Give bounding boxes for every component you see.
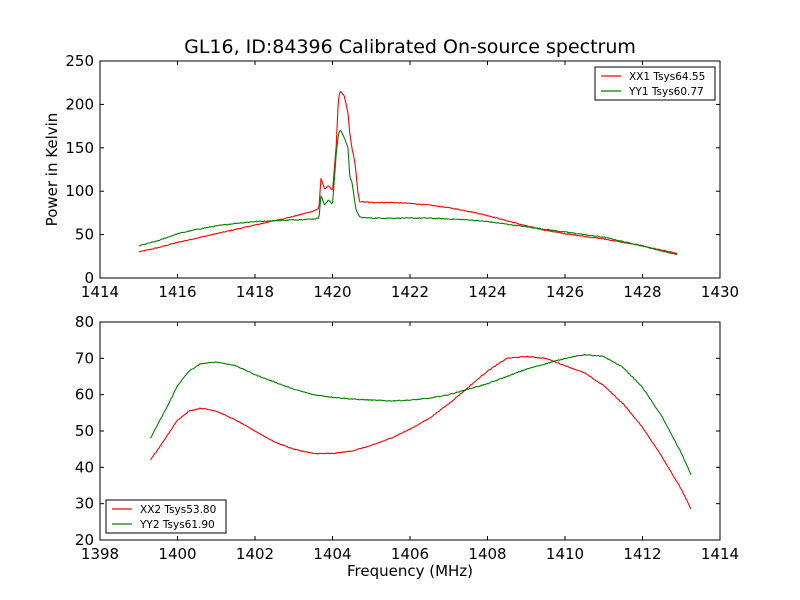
x-tick-label: 1410 [546,545,584,563]
y-tick-label: 50 [75,226,94,244]
x-tick-label: 1412 [623,545,661,563]
legend-entry: YY2 Tsys61.90 [139,519,215,531]
y-tick-label: 200 [65,95,94,113]
x-tick-label: 1422 [391,283,429,301]
legend-box [594,66,716,101]
x-tick-label: 1400 [158,545,196,563]
x-tick-label: 1416 [158,283,196,301]
legend-box [105,499,227,534]
y-tick-label: 100 [65,182,94,200]
chart-title: GL16, ID:84396 Calibrated On-source spec… [184,36,636,58]
top-panel: 1414 1416 1418 1420 1422 1424 1426 1428 1430 0 50 1… [43,52,739,301]
y-tick-label: 40 [75,458,94,476]
y-tick-label: 70 [75,349,94,367]
x-tick-label: 1418 [236,283,274,301]
x-tick-label: 1424 [468,283,506,301]
series-line-1 [138,90,678,254]
x-tick-label: 1420 [313,283,351,301]
y-tick-label: 0 [84,269,94,287]
x-tick-label: 1398 [81,545,119,563]
y-tick-label: 150 [65,139,94,157]
x-tick-label: 1414 [81,283,119,301]
y-tick-label: 60 [75,386,94,404]
x-tick-label: 1426 [546,283,584,301]
y-axis-label: Power in Kelvin [43,113,61,227]
y-tick-label: 250 [65,52,94,70]
y-tick-label: 20 [75,531,94,549]
y-tick-label: 30 [75,495,94,513]
legend-entry: YY1 Tsys60.77 [628,86,704,98]
series-line-2 [149,353,692,476]
x-tick-label: 1414 [701,545,739,563]
legend-entry: XX1 Tsys64.55 [629,71,705,83]
x-tick-label: 1428 [623,283,661,301]
x-tick-label: 1430 [701,283,739,301]
x-axis-label: Frequency (MHz) [347,562,473,580]
series-line-1 [150,355,692,510]
x-tick-label: 1402 [236,545,274,563]
series-line-2 [138,130,678,256]
y-tick-label: 50 [75,422,94,440]
x-tick-label: 1406 [391,545,429,563]
legend-entry: XX2 Tsys53.80 [140,504,216,516]
y-tick-label: 80 [75,313,94,331]
x-tick-label: 1408 [468,545,506,563]
x-tick-label: 1404 [313,545,351,563]
bottom-panel: 1398 1400 1402 1404 1406 1408 1410 1412 1414 20 30… [75,313,739,580]
